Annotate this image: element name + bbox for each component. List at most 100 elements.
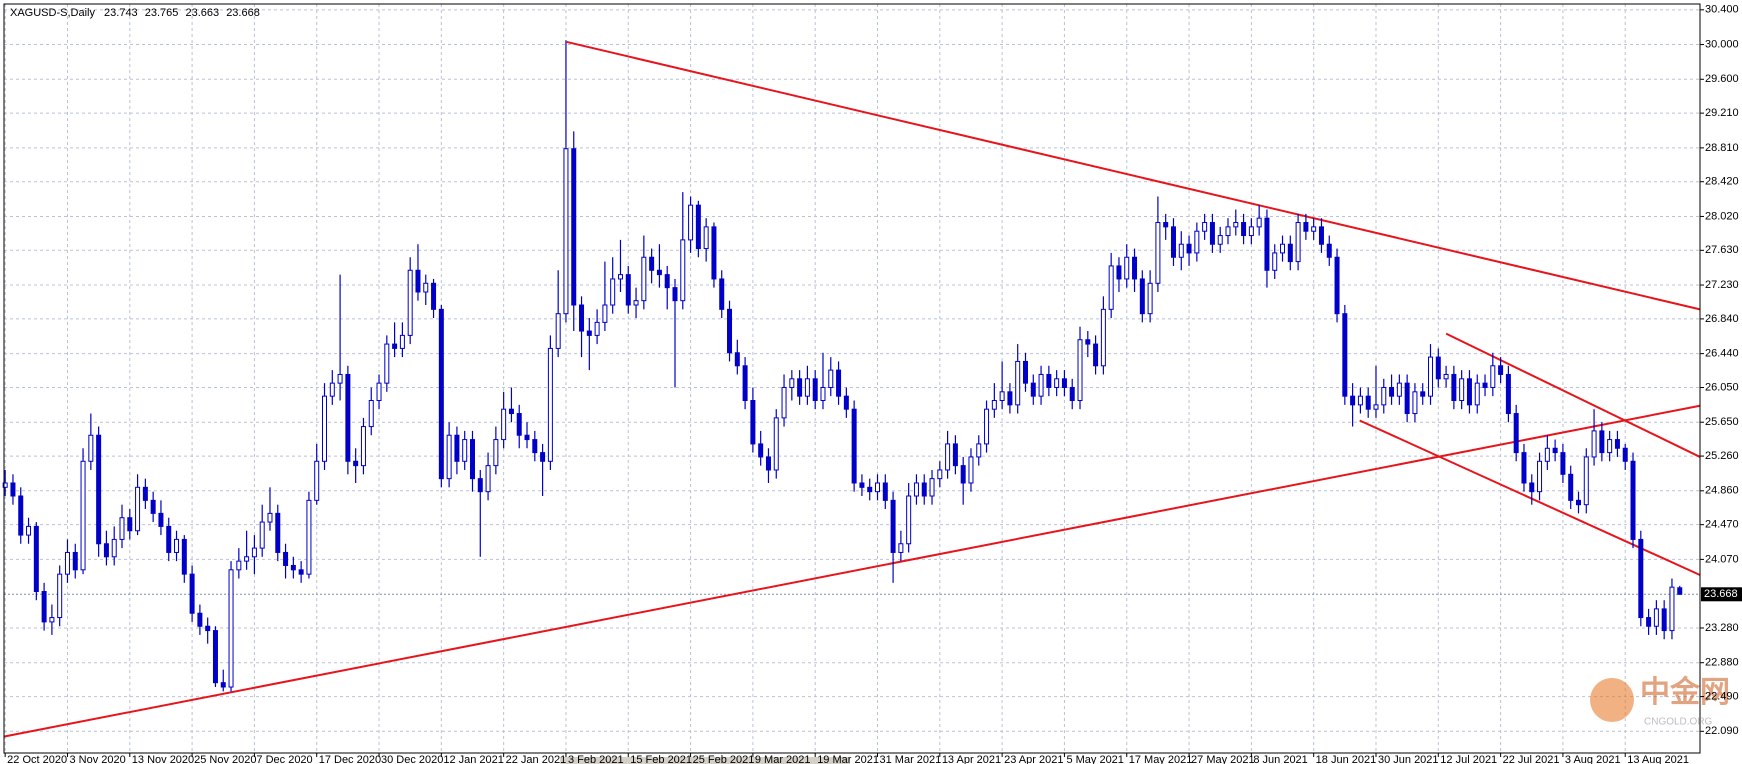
candle-body bbox=[1272, 252, 1278, 271]
candle-body bbox=[251, 547, 257, 558]
candle-body bbox=[353, 460, 359, 467]
candle-body bbox=[41, 591, 47, 623]
candle-body bbox=[633, 300, 639, 306]
x-tick-label: 9 Mar 2021 bbox=[755, 754, 811, 764]
candle-body bbox=[773, 417, 779, 471]
high: 23.765 bbox=[145, 7, 179, 19]
chart-title: XAGUSD-S,Daily 23.743 23.765 23.663 23.6… bbox=[10, 7, 260, 19]
candle-body bbox=[1217, 235, 1223, 245]
x-tick-label: 18 Jun 2021 bbox=[1316, 754, 1377, 764]
candle-body bbox=[1061, 378, 1067, 388]
candle-body bbox=[212, 630, 218, 684]
candle-body bbox=[758, 443, 764, 458]
x-tick-label: 31 Mar 2021 bbox=[880, 754, 942, 764]
candle-body bbox=[571, 148, 577, 306]
candle-body bbox=[999, 391, 1005, 402]
candle-body bbox=[399, 334, 405, 349]
candle-body bbox=[734, 352, 740, 367]
candle-body bbox=[236, 560, 242, 571]
candle-body bbox=[625, 274, 631, 306]
candle-body bbox=[1591, 430, 1597, 458]
candle-body bbox=[867, 486, 873, 493]
candle-body bbox=[695, 204, 701, 250]
candle-body bbox=[267, 512, 273, 523]
x-tick-label: 13 Nov 2020 bbox=[132, 754, 194, 764]
scroll-tab[interactable] bbox=[690, 757, 850, 764]
candle-body bbox=[1108, 265, 1114, 310]
candle-body bbox=[1256, 217, 1262, 228]
candle-body bbox=[1529, 482, 1535, 493]
candle-body bbox=[742, 365, 748, 402]
candle-body bbox=[1178, 243, 1184, 258]
candle-body bbox=[1295, 222, 1301, 263]
candle-body bbox=[976, 443, 982, 458]
candle-body bbox=[337, 373, 343, 384]
candle-body bbox=[1124, 256, 1130, 280]
y-tick-label: 27.630 bbox=[1705, 244, 1739, 256]
y-tick-label: 29.210 bbox=[1705, 107, 1739, 119]
candle-body bbox=[1575, 499, 1581, 506]
candle-body bbox=[1342, 313, 1348, 397]
candle-body bbox=[828, 369, 834, 388]
symbol: XAGUSD-S,Daily bbox=[10, 7, 95, 19]
watermark: 中金网 CNGOLD.ORG bbox=[1590, 675, 1730, 728]
x-tick-label: 17 May 2021 bbox=[1129, 754, 1193, 764]
candle-body bbox=[579, 304, 585, 332]
candle-body bbox=[462, 439, 468, 462]
candle-body bbox=[1046, 373, 1052, 388]
candle-body bbox=[820, 386, 826, 402]
candle-body bbox=[1435, 356, 1441, 380]
candle-body bbox=[781, 386, 787, 419]
candle-body bbox=[1638, 538, 1644, 619]
candle-body bbox=[26, 525, 32, 536]
candle-body bbox=[220, 682, 226, 688]
candle-body bbox=[1560, 452, 1566, 475]
candle-body bbox=[1661, 608, 1667, 632]
candle-body bbox=[1389, 386, 1395, 397]
candle-body bbox=[1038, 373, 1044, 397]
candle-body bbox=[454, 434, 460, 462]
candle-body bbox=[18, 495, 24, 536]
candle-body bbox=[189, 573, 195, 614]
candle-body bbox=[898, 543, 904, 553]
plot-frame bbox=[3, 3, 1701, 754]
candle-body bbox=[119, 517, 125, 540]
candle-body bbox=[407, 269, 413, 336]
candle-body bbox=[1093, 343, 1099, 367]
candle-body bbox=[656, 269, 662, 276]
candle-body bbox=[1155, 222, 1161, 284]
candle-body bbox=[431, 282, 437, 310]
candle-body bbox=[1599, 430, 1605, 454]
scroll-tab[interactable] bbox=[560, 757, 700, 764]
candle-body bbox=[10, 482, 16, 497]
candle-body bbox=[1116, 265, 1122, 280]
y-tick-label: 27.230 bbox=[1705, 279, 1739, 291]
candle-body bbox=[812, 378, 818, 402]
candle-body bbox=[1412, 391, 1418, 415]
candle-body bbox=[1318, 226, 1324, 245]
candle-body bbox=[859, 482, 865, 488]
y-tick-label: 28.420 bbox=[1705, 176, 1739, 188]
x-tick-label: 22 Oct 2020 bbox=[7, 754, 67, 764]
candle-body bbox=[586, 330, 592, 336]
candle-body bbox=[64, 551, 70, 575]
candle-body bbox=[563, 148, 569, 315]
trendline bbox=[1445, 332, 1701, 458]
candle-body bbox=[1451, 373, 1457, 402]
candle-body bbox=[298, 569, 304, 575]
candle-body bbox=[57, 573, 63, 619]
candle-body bbox=[1241, 222, 1247, 237]
x-tick-label: 19 Mar 2021 bbox=[817, 754, 879, 764]
candle-body bbox=[1404, 382, 1410, 415]
x-tick-label: 12 Jul 2021 bbox=[1440, 754, 1497, 764]
candle-body bbox=[672, 287, 678, 302]
candle-body bbox=[929, 478, 935, 497]
candle-body bbox=[1085, 339, 1091, 345]
candle-body bbox=[1280, 243, 1286, 254]
candle-body bbox=[594, 321, 600, 336]
watermark-text: 中金网 bbox=[1640, 675, 1730, 709]
candle-body bbox=[1474, 382, 1480, 406]
candle-body bbox=[1326, 243, 1332, 258]
candle-body bbox=[1498, 365, 1504, 375]
candle-body bbox=[244, 556, 250, 562]
